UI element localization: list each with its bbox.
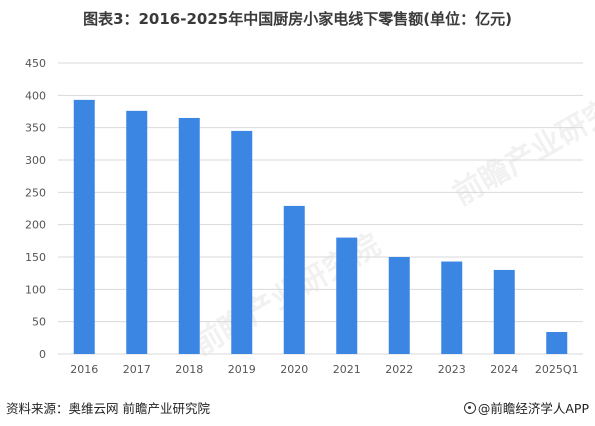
x-tick-label: 2023 [438, 363, 466, 376]
y-tick-label: 50 [32, 316, 46, 329]
y-tick-label: 0 [39, 348, 46, 361]
x-tick-label: 2016 [70, 363, 98, 376]
x-tick-label: 2024 [490, 363, 518, 376]
bar [546, 332, 568, 354]
y-tick-label: 450 [25, 57, 46, 70]
brand-credit: @前瞻经济学人APP [463, 398, 589, 417]
source-note: 资料来源：奥维云网 前瞻产业研究院 [6, 401, 210, 416]
x-tick-label: 2022 [385, 363, 413, 376]
bar [126, 110, 148, 354]
x-axis-ticks: 2016 2017 2018 2019 2020 2021 2022 2023 2024 2025… [70, 363, 578, 376]
y-tick-label: 350 [25, 122, 46, 135]
bar [283, 205, 305, 354]
y-tick-label: 300 [25, 154, 46, 167]
x-tick-label: 2017 [123, 363, 151, 376]
bar [178, 117, 200, 354]
x-tick-label: 2018 [175, 363, 203, 376]
bars [73, 99, 568, 354]
x-tick-label: 2021 [333, 363, 361, 376]
y-axis-ticks: 0 50 100 150 200 250 300 350 400 450 [25, 57, 46, 361]
bar [493, 269, 515, 354]
y-tick-label: 200 [25, 219, 46, 232]
bar [388, 257, 410, 354]
x-tick-label: 2020 [280, 363, 308, 376]
brand-label: @前瞻经济学人APP [477, 401, 589, 416]
bar [441, 261, 463, 354]
y-tick-label: 100 [25, 283, 46, 296]
x-tick-label: 2019 [228, 363, 256, 376]
bar [231, 130, 253, 354]
brand-logo-icon [463, 402, 476, 414]
bar [73, 99, 95, 354]
x-tick-label: 2025Q1 [535, 363, 579, 376]
chart-title: 图表3：2016-2025年中国厨房小家电线下零售额(单位：亿元) [83, 10, 512, 28]
y-tick-label: 150 [25, 251, 46, 264]
y-tick-label: 400 [25, 89, 46, 102]
bar [336, 237, 358, 354]
y-tick-label: 250 [25, 186, 46, 199]
